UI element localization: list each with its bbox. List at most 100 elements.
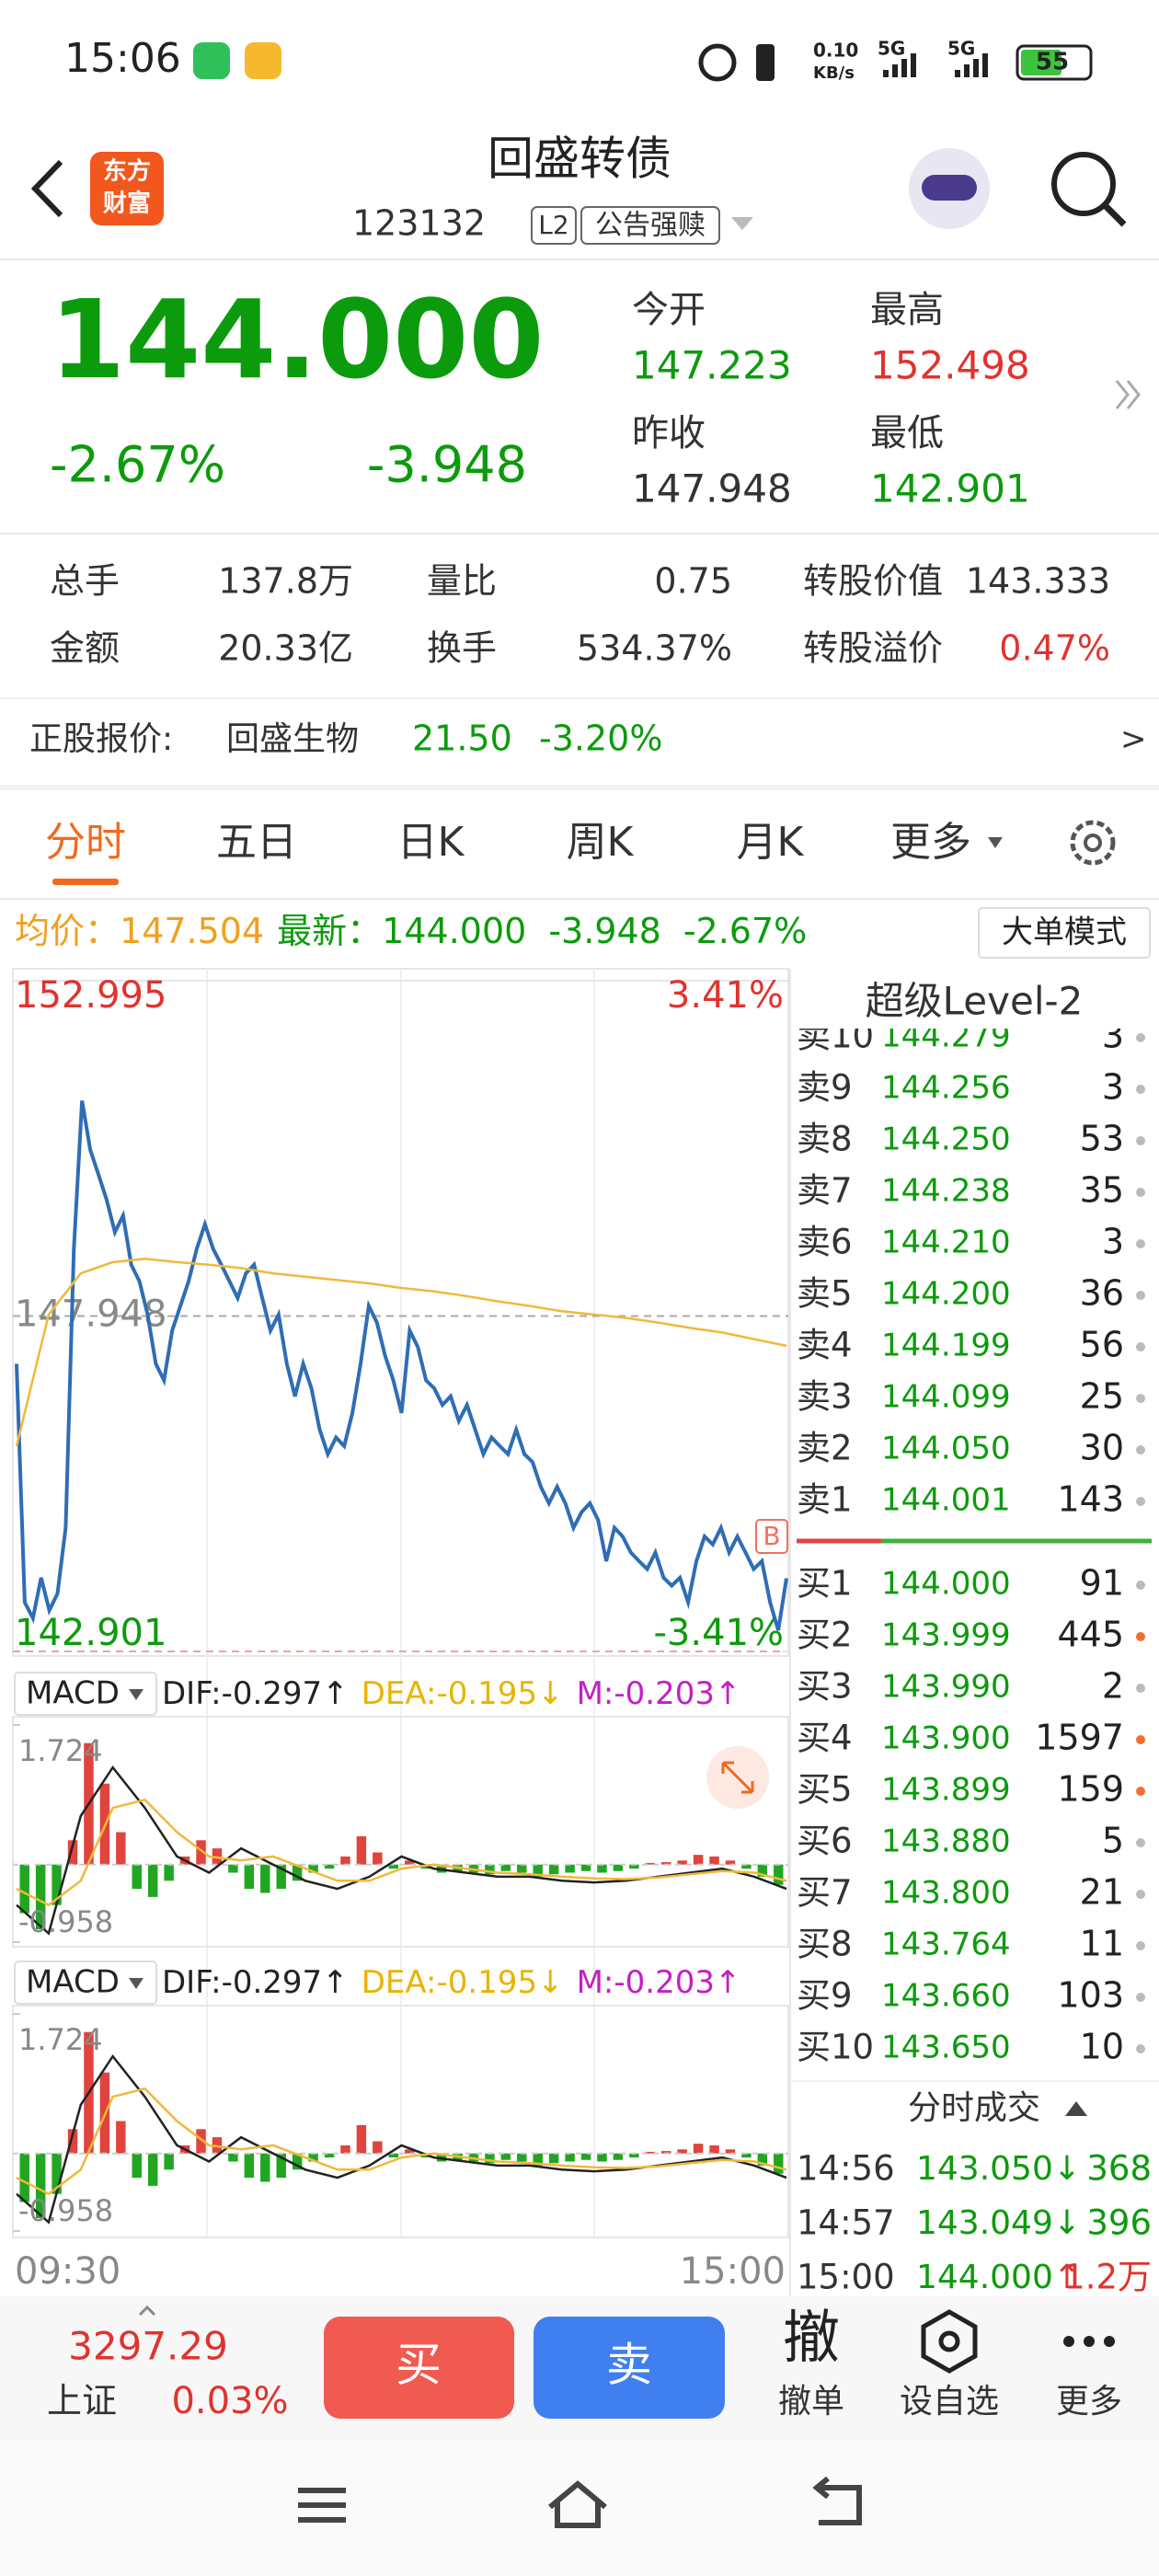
order-level: 买2 <box>797 1616 853 1655</box>
buy-text[interactable]: 买 <box>396 2339 442 2392</box>
y-tick-label: -0.958 <box>18 1904 113 1939</box>
stat-label: 换手 <box>427 628 497 669</box>
macd-bar <box>517 2153 527 2162</box>
buy-button[interactable] <box>324 2317 514 2419</box>
watchlist-label[interactable]: 设自选 <box>900 2383 999 2421</box>
dif: DIF:-0.297 <box>162 1964 322 2001</box>
macd-bar <box>324 2153 335 2158</box>
stock-label: 正股报价: <box>29 720 173 758</box>
logo-text: 东方 <box>103 157 151 186</box>
order-dot <box>1136 1684 1145 1693</box>
index-arrow[interactable] <box>138 2305 156 2317</box>
stock-more[interactable]: > <box>1120 721 1147 758</box>
change-pct: -2.67% <box>683 911 807 951</box>
order-level: 买8 <box>797 1925 853 1964</box>
order-dot <box>1136 1787 1145 1796</box>
macd-selector[interactable] <box>14 1961 157 2005</box>
macd-bar <box>132 2153 143 2179</box>
order-dot <box>1136 2044 1145 2053</box>
tab[interactable]: 周K <box>567 819 635 866</box>
dea-line <box>16 2087 787 2196</box>
macd-title[interactable]: MACD <box>26 1675 120 1712</box>
stat-value: 0.75 <box>654 561 732 602</box>
trade-price: 143.050 <box>916 2150 1053 2188</box>
nav-menu[interactable] <box>298 2488 346 2523</box>
order-price: 144.050 <box>881 1431 1011 1467</box>
macd-bar <box>548 2153 559 2164</box>
order-volume: 103 <box>1057 1975 1124 2016</box>
back-button[interactable] <box>30 159 63 218</box>
settings-core <box>1084 834 1102 852</box>
nav-home[interactable] <box>548 2480 607 2528</box>
expand-arrow[interactable] <box>1115 380 1141 409</box>
macd-bar <box>500 1864 511 1871</box>
trade-arrow: ↓ <box>1053 2150 1081 2188</box>
sell-button[interactable] <box>534 2317 725 2419</box>
order-volume: 10 <box>1080 2027 1124 2067</box>
macd-bar <box>52 2153 62 2194</box>
macd-title[interactable]: MACD <box>26 1964 120 2001</box>
more-label[interactable]: 更多 <box>1056 2383 1122 2421</box>
macd-bar <box>292 1864 303 1881</box>
order-level: 卖1 <box>797 1480 853 1520</box>
settings-button[interactable] <box>1070 820 1116 866</box>
mode-button-text[interactable]: 大单模式 <box>1002 914 1127 951</box>
order-volume: 445 <box>1057 1615 1124 1655</box>
index-name[interactable]: 上证 <box>47 2381 117 2421</box>
index-change[interactable]: 0.03% <box>171 2380 288 2422</box>
nav-back[interactable] <box>812 2476 862 2525</box>
macd-frame <box>12 1716 789 1948</box>
index-value[interactable]: 3297.29 <box>68 2324 228 2369</box>
cancel-icon[interactable]: 撤 <box>783 2304 840 2371</box>
macd-bar <box>580 2153 591 2160</box>
nav-bar <box>0 2440 1159 2576</box>
tab[interactable]: 月K <box>737 819 805 866</box>
stock-name[interactable]: 回盛生物 <box>226 720 359 758</box>
dif: DIF:-0.297 <box>162 1675 322 1712</box>
order-level: 卖9 <box>797 1068 853 1108</box>
macd-bar <box>565 1864 575 1873</box>
tab[interactable]: 五日 <box>216 819 297 866</box>
macd-bar <box>757 2153 768 2166</box>
order-price: 144.199 <box>881 1328 1011 1364</box>
order-dot <box>1136 1085 1145 1094</box>
order-level: 买6 <box>797 1822 853 1861</box>
stock-price: 21.50 <box>412 719 512 759</box>
watchlist-icon[interactable] <box>921 2309 978 2374</box>
order-volume: 25 <box>1080 1376 1124 1417</box>
order-level: 卖3 <box>797 1377 853 1417</box>
tab[interactable]: 更多 <box>890 819 971 866</box>
macd-selector[interactable] <box>14 1672 157 1716</box>
cancel-label[interactable]: 撤单 <box>778 2383 844 2421</box>
macd-bar <box>677 1860 687 1865</box>
tab[interactable]: 日K <box>397 819 465 866</box>
sell-text[interactable]: 卖 <box>606 2339 652 2392</box>
dropdown-icon[interactable] <box>731 217 753 230</box>
stat-label: 总手 <box>50 561 120 602</box>
order-dot <box>1136 1394 1145 1403</box>
last: 144.000 <box>382 911 526 951</box>
macd-header: MACD DIF:-0.297↑ DEA:-0.195↓ M:-0.203↑ <box>14 1961 740 2005</box>
y-tick-label: -0.958 <box>18 2193 113 2228</box>
order-dot <box>1136 1445 1145 1455</box>
macd-bar <box>388 2153 399 2158</box>
macd-bar <box>132 1864 143 1890</box>
order-volume: 5 <box>1102 1821 1124 1861</box>
m-arrow: ↑ <box>715 1675 741 1712</box>
more-icon[interactable] <box>1063 2336 1115 2347</box>
tab[interactable]: 分时 <box>45 819 126 866</box>
order-volume: 3 <box>1102 1016 1124 1056</box>
stat-label: 金额 <box>50 628 120 669</box>
macd-bar <box>693 2144 704 2154</box>
macd-bar <box>597 2153 607 2162</box>
macd-bar <box>660 1862 671 1865</box>
macd-bar <box>147 2153 158 2186</box>
net-speed: 0.10 <box>813 40 858 62</box>
macd-bar <box>196 1840 206 1865</box>
sort-icon[interactable] <box>1065 2101 1087 2116</box>
label: 昨收 <box>632 412 706 454</box>
search-button[interactable] <box>1051 152 1116 216</box>
mode-button[interactable] <box>978 907 1151 959</box>
expand-icon <box>721 1761 754 1794</box>
